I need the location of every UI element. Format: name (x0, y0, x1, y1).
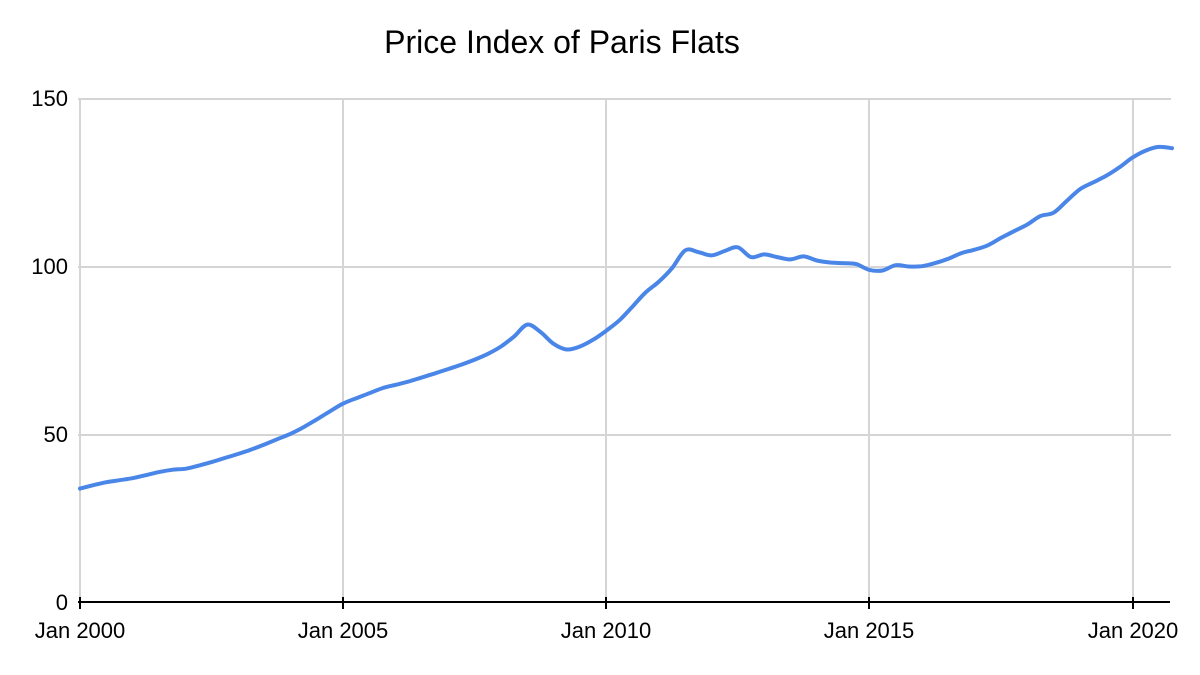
x-axis-tick-label: Jan 2000 (34, 618, 126, 643)
y-axis-tick-label: 0 (55, 590, 68, 615)
vertical-gridline (79, 98, 81, 601)
x-axis-tick (1132, 597, 1134, 609)
x-axis-tick-label: Jan 2010 (560, 618, 652, 643)
y-axis-tick-label: 100 (31, 254, 68, 279)
x-axis-tick-label: Jan 2015 (823, 618, 915, 643)
horizontal-gridline (78, 266, 1171, 268)
x-axis-tick-label: Jan 2020 (1087, 618, 1179, 643)
x-axis-line (78, 601, 1170, 603)
horizontal-gridline (78, 98, 1171, 100)
chart-title: Price Index of Paris Flats (384, 24, 740, 60)
vertical-gridline (1132, 98, 1134, 601)
x-axis-tick (342, 597, 344, 609)
x-axis-tick (605, 597, 607, 609)
y-axis-tick-label: 50 (43, 422, 68, 447)
x-axis-tick (868, 597, 870, 609)
vertical-gridline (605, 98, 607, 601)
x-axis-tick-label: Jan 2005 (297, 618, 389, 643)
horizontal-gridline (78, 434, 1171, 436)
vertical-gridline (868, 98, 870, 601)
vertical-gridline (342, 98, 344, 601)
price-index-series-line (78, 144, 1174, 491)
y-axis-tick-label: 150 (31, 86, 68, 111)
x-axis-tick (79, 597, 81, 609)
